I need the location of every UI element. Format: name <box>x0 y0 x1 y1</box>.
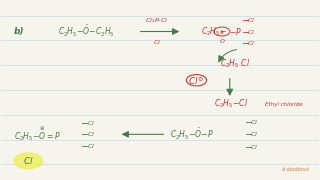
Text: $Cl$: $Cl$ <box>247 16 255 24</box>
Text: $C_2H_5{-}\overset{\oplus}{O}{=}P$: $C_2H_5{-}\overset{\oplus}{O}{=}P$ <box>14 125 61 143</box>
Text: d doubtnut: d doubtnut <box>282 166 309 172</box>
Text: $Cl$: $Cl$ <box>87 142 95 150</box>
Text: $C_2H_5{-}\ddot{O}{-}C_2H_5$: $C_2H_5{-}\ddot{O}{-}C_2H_5$ <box>59 24 115 39</box>
Text: $Cl$: $Cl$ <box>251 130 259 138</box>
Text: $C_2H_5{-}\ddot{O}{-}P$: $C_2H_5{-}\ddot{O}{-}P$ <box>170 127 213 142</box>
Text: $Cl$: $Cl$ <box>23 155 34 166</box>
Text: $Cl$: $Cl$ <box>153 38 161 46</box>
Ellipse shape <box>14 153 43 169</box>
Text: $C_2H_5{-}$: $C_2H_5{-}$ <box>201 25 227 38</box>
Text: $Cl$: $Cl$ <box>87 130 95 138</box>
Text: $O$: $O$ <box>219 37 225 45</box>
Text: $C_2H_5\ Cl$: $C_2H_5\ Cl$ <box>220 57 251 70</box>
Text: $Cl$: $Cl$ <box>251 118 259 126</box>
Text: Ethyl chloride: Ethyl chloride <box>265 102 302 107</box>
Text: $Cl^{\ominus}$: $Cl^{\ominus}$ <box>188 75 204 87</box>
Text: $Cl$: $Cl$ <box>87 119 95 127</box>
Text: $Cl$: $Cl$ <box>251 143 259 151</box>
Text: $Cl$: $Cl$ <box>247 39 255 47</box>
Text: $Cl$: $Cl$ <box>247 28 255 35</box>
Text: $Cl_2P{\text{-}}Cl$: $Cl_2P{\text{-}}Cl$ <box>145 16 168 25</box>
Text: ${-}P$: ${-}P$ <box>229 26 242 37</box>
Text: b): b) <box>14 27 25 36</box>
Text: $C_2H_5{-}Cl$: $C_2H_5{-}Cl$ <box>214 98 248 110</box>
Text: $\oplus$: $\oplus$ <box>219 28 225 35</box>
